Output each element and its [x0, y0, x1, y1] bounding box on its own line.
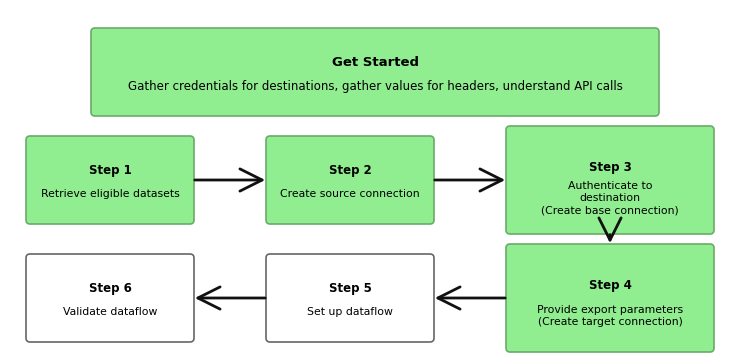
Text: Gather credentials for destinations, gather values for headers, understand API c: Gather credentials for destinations, gat…	[128, 80, 622, 93]
FancyBboxPatch shape	[91, 28, 659, 116]
Text: Step 6: Step 6	[88, 282, 131, 295]
FancyBboxPatch shape	[506, 244, 714, 352]
FancyBboxPatch shape	[26, 254, 194, 342]
Text: Provide export parameters
(Create target connection): Provide export parameters (Create target…	[537, 305, 683, 327]
Text: Authenticate to
destination
(Create base connection): Authenticate to destination (Create base…	[542, 181, 679, 215]
Text: Validate dataflow: Validate dataflow	[63, 308, 158, 317]
Text: Step 4: Step 4	[589, 280, 632, 293]
Text: Retrieve eligible datasets: Retrieve eligible datasets	[40, 189, 179, 199]
Text: Step 2: Step 2	[328, 164, 371, 177]
FancyBboxPatch shape	[266, 254, 434, 342]
Text: Step 5: Step 5	[328, 282, 371, 295]
Text: Get Started: Get Started	[332, 56, 419, 69]
Text: Create source connection: Create source connection	[280, 189, 420, 199]
Text: Set up dataflow: Set up dataflow	[307, 308, 393, 317]
FancyBboxPatch shape	[513, 252, 713, 352]
FancyBboxPatch shape	[26, 136, 194, 224]
Text: Step 3: Step 3	[589, 162, 632, 174]
FancyBboxPatch shape	[506, 126, 714, 234]
Text: Step 1: Step 1	[88, 164, 131, 177]
FancyBboxPatch shape	[266, 136, 434, 224]
